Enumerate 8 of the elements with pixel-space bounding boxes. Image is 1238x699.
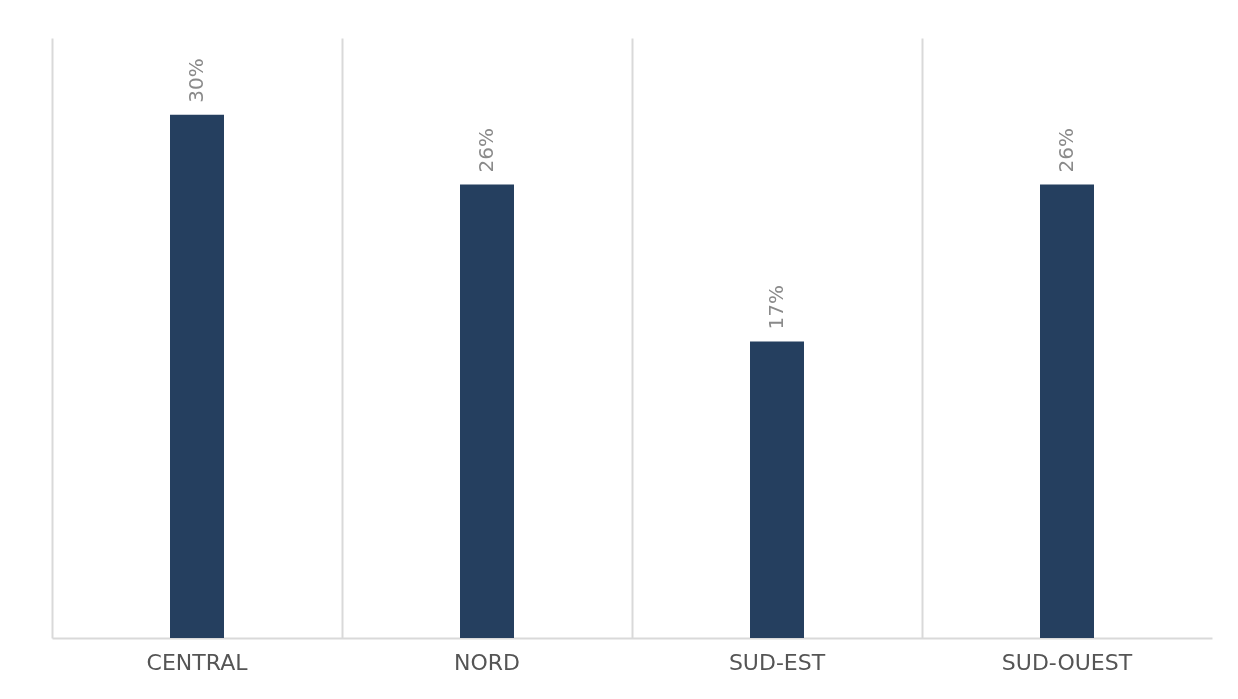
data-label: 30% [184,58,208,103]
x-tick-label: CENTRAL [146,649,249,675]
x-tick-label: SUD-EST [728,649,826,675]
x-tick-label: SUD-OUEST [1001,649,1133,675]
x-tick-label: NORD [454,649,520,675]
data-label: 17% [764,285,788,330]
data-label: 26% [1054,128,1078,173]
data-label: 26% [474,128,498,173]
